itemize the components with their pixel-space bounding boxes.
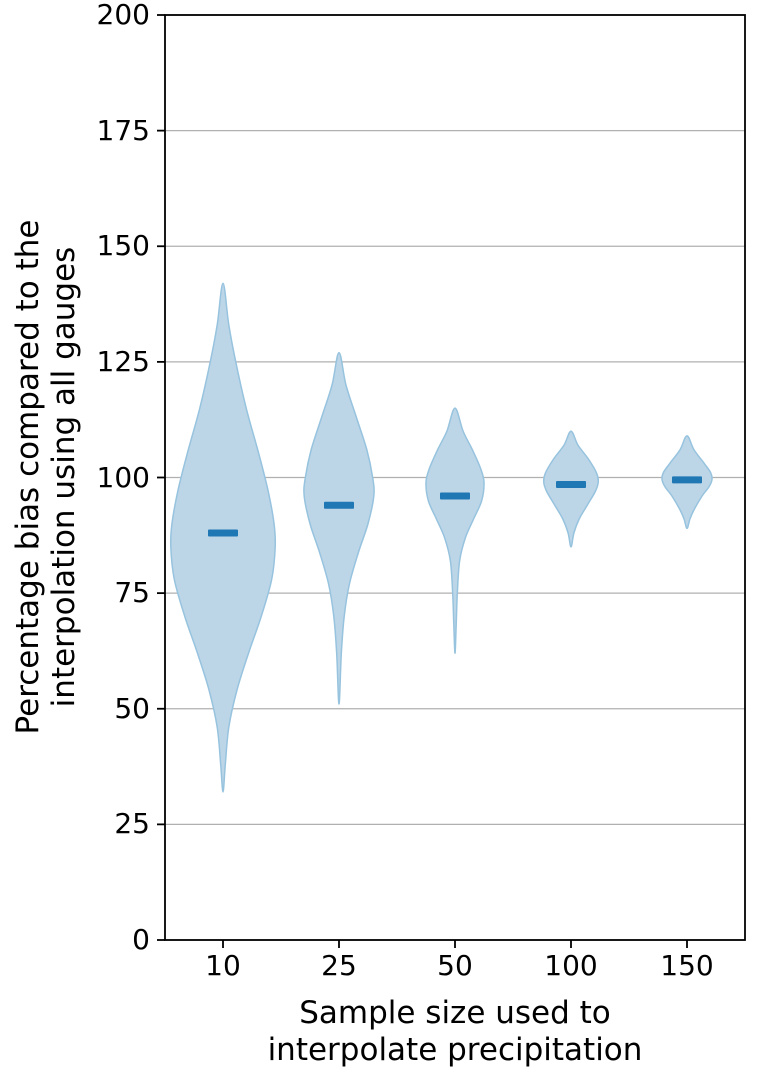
- violin-body: [169, 282, 277, 793]
- x-tick-label: 100: [544, 949, 598, 982]
- median-bar: [556, 480, 586, 488]
- violin-body: [425, 407, 485, 655]
- y-tick-label: 200: [96, 0, 150, 31]
- violin-body: [542, 430, 600, 548]
- y-tick-label: 150: [96, 229, 150, 263]
- x-axis-label: Sample size used to interpolate precipit…: [267, 995, 643, 1068]
- y-tick-label: 100: [96, 460, 150, 494]
- x-tick-label: 10: [205, 949, 241, 982]
- y-tick-label: 0: [132, 923, 150, 956]
- y-tick-label: 75: [114, 576, 150, 610]
- median-bar: [208, 529, 238, 537]
- median-bar: [672, 476, 702, 484]
- violin-body: [303, 351, 375, 705]
- y-tick-label: 50: [114, 691, 150, 725]
- median-bar: [324, 501, 354, 509]
- x-tick-label: 50: [437, 949, 473, 982]
- y-tick-label: 125: [96, 344, 150, 378]
- y-axis-label: Percentage bias compared to the interpol…: [10, 219, 82, 735]
- y-tick-label: 175: [96, 113, 150, 147]
- median-bar: [440, 492, 470, 500]
- x-tick-label: 150: [660, 949, 714, 982]
- y-tick-label: 25: [114, 807, 150, 841]
- x-tick-label: 25: [321, 949, 357, 982]
